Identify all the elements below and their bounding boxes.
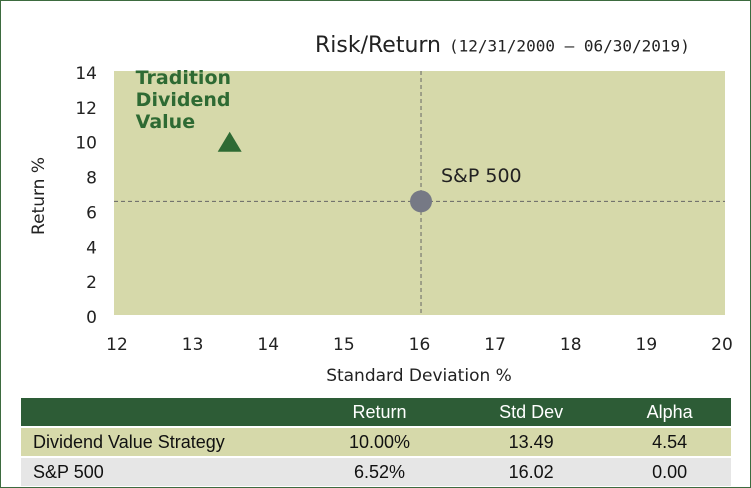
header-cell: Std Dev [454, 398, 609, 426]
table-row: Dividend Value Strategy 10.00% 13.49 4.54 [21, 428, 731, 456]
table-cell: 0.00 [608, 458, 731, 486]
point-label: S&P 500 [441, 165, 522, 188]
chart: Risk/Return (12/31/2000 – 06/30/2019) St… [29, 33, 733, 386]
table-cell: 6.52% [305, 458, 455, 486]
y-tick-label: 14 [75, 64, 97, 84]
table-row: S&P 500 6.52% 16.02 0.00 [21, 458, 731, 486]
table-cell: 16.02 [454, 458, 609, 486]
stats-table: Return Std Dev Alpha Dividend Value Stra… [21, 396, 731, 487]
x-tick-label: 19 [636, 335, 658, 355]
x-tick-label: 13 [182, 335, 204, 355]
header-cell: Return [305, 398, 455, 426]
y-tick-label: 10 [75, 134, 97, 154]
x-tick-label: 12 [106, 335, 128, 355]
x-tick-label: 15 [333, 335, 355, 355]
chart-title: Risk/Return [315, 33, 441, 58]
header-row: Return Std Dev Alpha [21, 398, 731, 426]
y-tick-label: 2 [86, 273, 97, 293]
x-axis-label: Standard Deviation % [326, 366, 512, 386]
y-axis-label: Return % [29, 157, 49, 235]
y-tick-label: 8 [86, 169, 97, 189]
table-cell: S&P 500 [21, 458, 305, 486]
y-tick-label: 12 [75, 99, 97, 119]
x-tick-label: 18 [560, 335, 582, 355]
table-cell: Dividend Value Strategy [21, 428, 305, 456]
triangle-marker [217, 131, 242, 152]
table-cell: 10.00% [305, 428, 455, 456]
table-cell: 4.54 [608, 428, 731, 456]
x-tick-label: 14 [257, 335, 279, 355]
table-cell: 13.49 [454, 428, 609, 456]
y-tick-label: 0 [86, 308, 97, 328]
y-tick-label: 6 [86, 203, 97, 223]
circle-marker [410, 190, 433, 213]
header-cell [21, 398, 305, 426]
x-tick-label: 16 [409, 335, 431, 355]
header-cell: Alpha [608, 398, 731, 426]
point-label: Tradition Dividend Value [135, 66, 232, 133]
y-tick-label: 4 [86, 238, 97, 258]
x-tick-label: 17 [484, 335, 506, 355]
x-tick-label: 20 [711, 335, 733, 355]
chart-subtitle: (12/31/2000 – 06/30/2019) [449, 37, 690, 56]
